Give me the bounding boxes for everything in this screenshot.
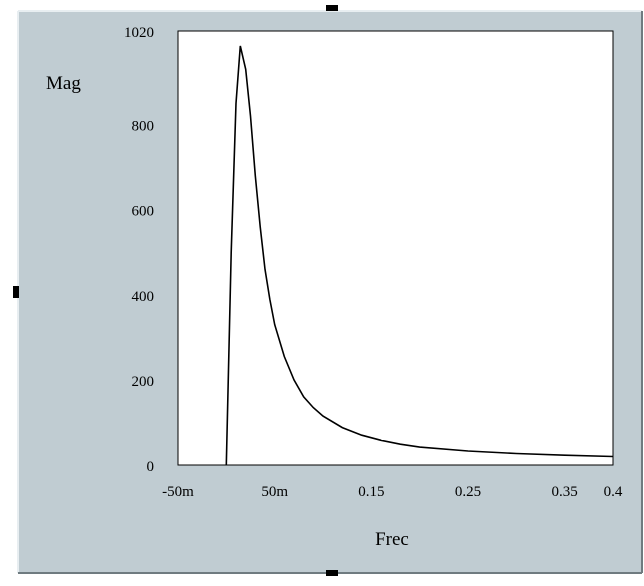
resize-handle-bottom[interactable] bbox=[326, 570, 338, 576]
y-tick-label: 1020 bbox=[124, 25, 154, 41]
y-axis-label: Mag bbox=[46, 73, 81, 94]
x-tick-label: 0.35 bbox=[552, 484, 578, 500]
y-tick-label: 200 bbox=[132, 374, 155, 390]
y-tick-label: 0 bbox=[147, 459, 155, 475]
x-tick-label: 0.25 bbox=[455, 484, 481, 500]
x-tick-label: 0.15 bbox=[358, 484, 384, 500]
x-tick-label: 0.4 bbox=[604, 484, 623, 500]
x-tick-label: -50m bbox=[162, 484, 194, 500]
y-tick-label: 600 bbox=[132, 204, 155, 220]
plot-area bbox=[177, 30, 614, 466]
x-axis-label: Frec bbox=[375, 529, 409, 550]
y-tick-label: 800 bbox=[132, 119, 155, 135]
resize-handle-left[interactable] bbox=[13, 286, 19, 298]
y-tick-label: 400 bbox=[132, 289, 155, 305]
resize-handle-top[interactable] bbox=[326, 5, 338, 11]
x-tick-label: 50m bbox=[261, 484, 288, 500]
series-line bbox=[225, 45, 614, 466]
x-axis-ticks: -50m 50m 0.15 0.25 0.35 0.4 bbox=[162, 484, 623, 500]
y-axis-ticks: 0 200 400 600 800 1020 bbox=[124, 25, 154, 475]
